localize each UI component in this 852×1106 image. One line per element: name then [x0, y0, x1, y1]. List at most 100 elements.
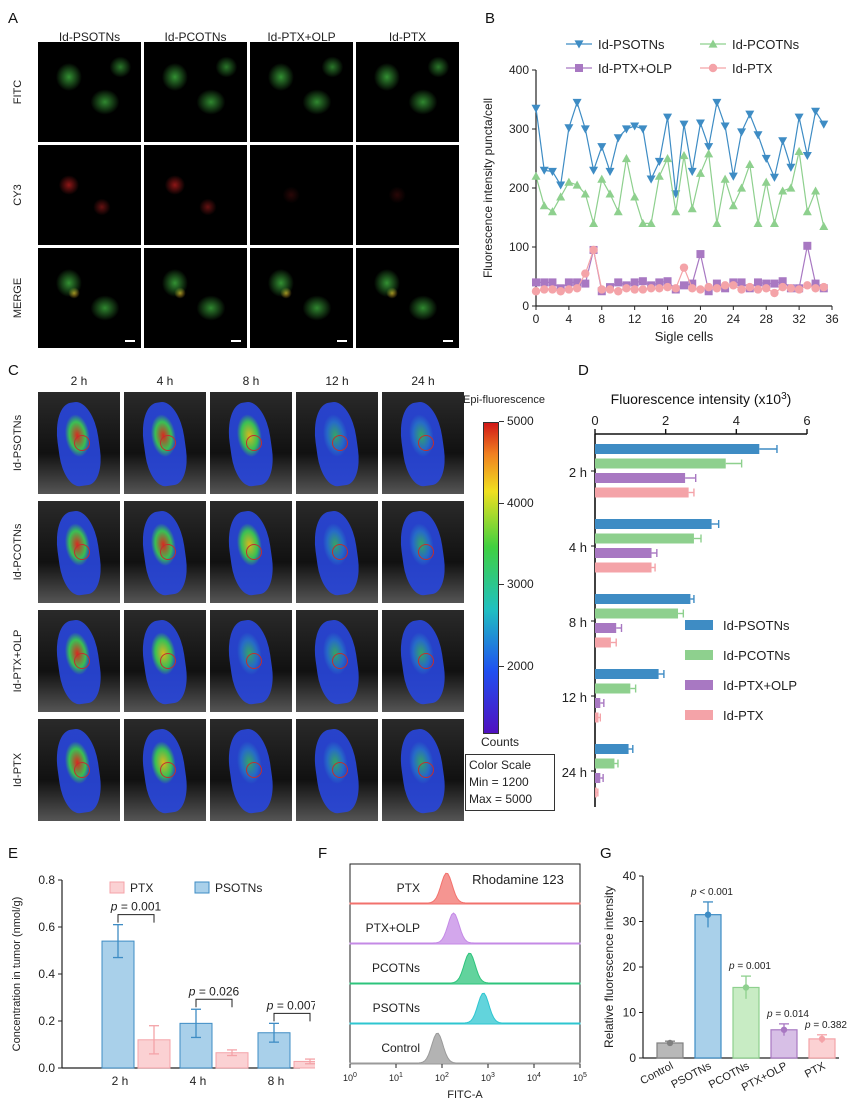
colorbar-unit: Counts: [481, 735, 520, 749]
bar: [595, 637, 611, 648]
point-marker: [819, 282, 828, 292]
point-marker: [679, 263, 689, 272]
p-rest: = 0.382: [811, 1020, 848, 1031]
bar: [595, 669, 659, 679]
p-rest: < 0.001: [697, 887, 734, 898]
mouse-image: [210, 392, 292, 494]
bar: [595, 458, 726, 469]
point-marker: [786, 163, 796, 172]
point-marker: [803, 281, 812, 290]
micrograph-fitc: [250, 42, 353, 142]
p-italic: p: [766, 1009, 773, 1020]
x-tick-label: 12: [628, 312, 642, 326]
bar: [595, 623, 617, 633]
point-marker: [613, 134, 623, 143]
micrograph-cy3: [356, 145, 459, 245]
p-value-label: p < 0.001: [690, 887, 733, 898]
micrograph-merge: [38, 248, 141, 348]
category-label: 24 h: [562, 765, 587, 780]
colorbar-tick: [499, 665, 504, 667]
track-label: PTX: [397, 881, 420, 895]
track-label: PTX+OLP: [366, 921, 420, 935]
category-label: 2 h: [569, 465, 587, 480]
mouse-image: [38, 719, 120, 821]
category-label: 8 h: [569, 615, 587, 630]
point-marker: [811, 284, 820, 293]
title-close: ): [787, 391, 792, 407]
panel-f-histogram: PTX PTX+OLP PCOTNs PSOTNs Control Rhodamine 1…: [343, 863, 587, 1101]
panel-c-group-label: Id-PTX: [12, 752, 24, 788]
point-marker: [704, 149, 714, 158]
mouse-image: [124, 610, 206, 712]
tick-base: 10: [343, 1073, 353, 1083]
bar: [595, 744, 629, 754]
color-scale-line: Min = 1200: [469, 775, 529, 789]
histogram-pcotns: [349, 952, 581, 985]
panel-a-microscopy: Id-PSOTNs Id-PCOTNs Id-PTX+OLP Id-PTX FITC CY…: [0, 0, 470, 350]
x-tick-label: 101: [389, 1072, 403, 1083]
mouse-image: [296, 610, 378, 712]
bar: [732, 986, 760, 1059]
micrograph-cy3: [38, 145, 141, 245]
point-marker: [811, 186, 821, 195]
x-tick-label: 16: [661, 312, 675, 326]
point-marker: [680, 281, 688, 290]
point-marker: [720, 281, 730, 290]
p-rest: = 0.026: [195, 984, 239, 998]
point-marker: [778, 137, 788, 146]
x-tick-label: 2 h: [112, 1074, 129, 1088]
y-tick-label: 0.0: [38, 1061, 55, 1075]
panel-a-row-label: CY3: [12, 184, 24, 206]
point-marker: [614, 278, 623, 287]
legend-swatch: [109, 881, 125, 894]
panel-label-b: B: [485, 10, 496, 27]
point-marker: [556, 287, 565, 296]
tumor-roi: [160, 652, 177, 669]
bar: [595, 487, 689, 498]
tumor-roi: [418, 652, 435, 669]
legend-swatch: [685, 680, 713, 690]
point-marker: [655, 284, 664, 293]
panel-c-in-vivo-imaging: 2 h 4 h 8 h 12 h 24 h Id-PSOTNs Id-PCOTNs Id-PT…: [0, 360, 580, 835]
point-marker: [819, 221, 829, 230]
point-marker: [802, 151, 812, 161]
point-marker: [762, 284, 771, 293]
point-marker: [754, 278, 762, 287]
point-marker: [540, 278, 549, 287]
panel-c-time-label: 24 h: [411, 374, 435, 388]
p-italic: p: [728, 961, 735, 972]
point-marker: [687, 204, 697, 213]
p-value-label: p = 0.001: [728, 961, 771, 972]
x-tick-label: PSOTNs: [669, 1060, 713, 1091]
point-marker: [630, 122, 640, 131]
point-marker: [811, 107, 821, 116]
point-marker: [695, 119, 705, 128]
bar: [595, 562, 652, 573]
y-tick-label: 0.8: [38, 873, 55, 887]
x-tick-label: 0: [591, 413, 598, 428]
tick-exponent: 4: [537, 1072, 541, 1079]
tumor-roi: [74, 543, 91, 560]
legend-label: Id-PTX+OLP: [598, 61, 672, 76]
point-marker: [605, 189, 615, 198]
point-marker: [547, 207, 557, 216]
mouse-image: [382, 392, 464, 494]
track-label: PCOTNs: [372, 961, 420, 975]
p-value-label: p = 0.007: [266, 998, 315, 1012]
point-marker: [679, 151, 689, 160]
scale-bar: [125, 340, 135, 342]
point-marker: [532, 278, 540, 287]
point-marker: [621, 125, 631, 134]
title-text: Fluorescence intensity (x10: [611, 391, 782, 407]
y-tick-label: 400: [509, 63, 529, 77]
point-marker: [654, 171, 664, 180]
tumor-roi: [418, 434, 435, 451]
histogram-control: [349, 1032, 581, 1065]
point-marker: [556, 181, 566, 190]
panel-c-time-label: 4 h: [156, 374, 174, 388]
x-axis-label: FITC-A: [447, 1089, 483, 1101]
point-marker: [770, 288, 779, 298]
x-tick-label: 100: [343, 1072, 357, 1083]
mouse-image: [210, 501, 292, 603]
tumor-roi: [74, 652, 91, 669]
